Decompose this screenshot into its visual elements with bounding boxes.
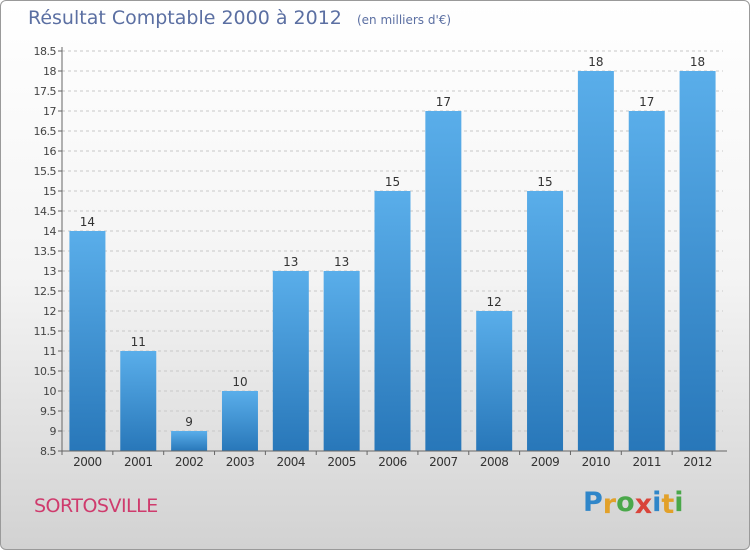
x-tick-label: 2011 [632, 455, 661, 469]
x-tick-label: 2002 [175, 455, 204, 469]
y-tick-label: 16 [43, 145, 56, 158]
bar-value-label: 10 [232, 375, 247, 389]
x-tick-label: 2001 [124, 455, 153, 469]
y-tick-label: 10.5 [34, 365, 57, 378]
town-name: SORTOSVILLE [34, 495, 158, 517]
y-tick-label: 17 [43, 105, 56, 118]
x-tick-label: 2005 [327, 455, 356, 469]
x-tick-label: 2006 [378, 455, 407, 469]
bar-value-label: 15 [385, 175, 400, 189]
bar-value-label: 9 [185, 415, 193, 429]
logo-letter: i [674, 487, 684, 518]
y-tick-label: 13.5 [34, 245, 57, 258]
y-tick-label: 14.5 [34, 205, 57, 218]
y-tick-label: 9 [50, 425, 57, 438]
bar-value-label: 17 [639, 95, 654, 109]
y-tick-label: 13 [43, 265, 56, 278]
bar-value-label: 13 [334, 255, 349, 269]
y-tick-label: 9.5 [40, 405, 56, 418]
bar [425, 111, 462, 451]
x-tick-label: 2012 [683, 455, 712, 469]
x-tick-label: 2008 [480, 455, 509, 469]
title-text: Résultat Comptable 2000 à 2012 [28, 7, 342, 29]
bar [120, 351, 157, 451]
y-tick-label: 11 [43, 345, 56, 358]
bar [577, 71, 614, 451]
x-tick-label: 2009 [531, 455, 560, 469]
y-tick-label: 14 [43, 225, 56, 238]
bar-value-label: 11 [131, 335, 146, 349]
y-tick-label: 18.5 [34, 45, 57, 58]
y-tick-label: 17.5 [34, 85, 57, 98]
bar-value-label: 17 [436, 95, 451, 109]
x-tick-label: 2000 [73, 455, 102, 469]
bar-value-label: 15 [537, 175, 552, 189]
y-tick-label: 16.5 [34, 125, 57, 138]
bar-value-label: 13 [283, 255, 298, 269]
y-tick-label: 12.5 [34, 285, 57, 298]
logo-letter: i [652, 487, 662, 518]
bar [527, 191, 564, 451]
y-tick-label: 11.5 [34, 325, 57, 338]
y-tick-label: 15 [43, 185, 56, 198]
bar [221, 391, 258, 451]
x-tick-label: 2007 [429, 455, 458, 469]
logo-letter: o [616, 487, 635, 518]
bar [628, 111, 665, 451]
bar-value-label: 12 [487, 295, 502, 309]
bar [374, 191, 411, 451]
bar [171, 431, 208, 451]
bar-value-label: 14 [80, 215, 95, 229]
y-tick-label: 15.5 [34, 165, 57, 178]
y-tick-label: 10 [43, 385, 56, 398]
bar [476, 311, 513, 451]
x-tick-label: 2004 [277, 455, 306, 469]
logo-letter: x [634, 489, 653, 520]
bar [69, 231, 106, 451]
y-tick-label: 12 [43, 305, 56, 318]
bar [679, 71, 716, 451]
logo-letter: t [661, 489, 675, 520]
chart-title: Résultat Comptable 2000 à 2012 (en milli… [28, 7, 451, 29]
bar [323, 271, 360, 451]
bar [272, 271, 309, 451]
y-tick-label: 8.5 [40, 445, 56, 458]
bar-value-label: 18 [588, 55, 603, 69]
x-tick-label: 2003 [226, 455, 255, 469]
x-tick-label: 2010 [582, 455, 611, 469]
bar-value-label: 18 [690, 55, 705, 69]
proxiti-logo: Proxiti [583, 487, 684, 520]
unit-text: (en milliers d'€) [356, 13, 452, 27]
logo-letter: r [602, 489, 617, 520]
logo-letter: P [583, 487, 603, 518]
y-tick-label: 18 [43, 65, 56, 78]
